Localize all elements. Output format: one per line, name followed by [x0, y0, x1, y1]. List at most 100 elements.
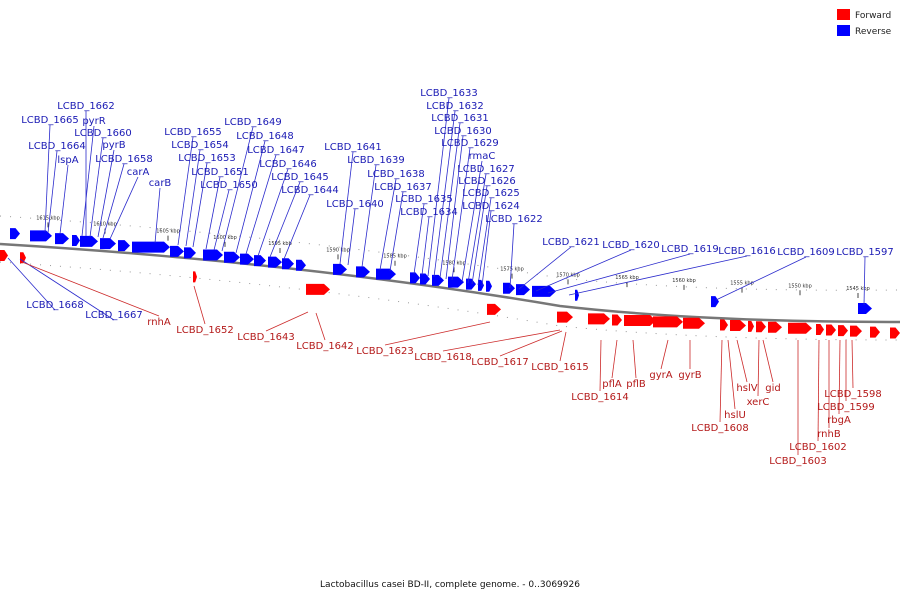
gene-leader-line [154, 187, 161, 244]
gene-label-lcbd-1609: LCBD_1609 [777, 247, 835, 258]
gene-leader-line [559, 331, 567, 362]
gene-arrow [376, 268, 396, 280]
scale-tick: 1570 kbp [556, 272, 580, 285]
gene-label-lcbd-1598: LCBD_1598 [824, 389, 882, 400]
gene-leader-line [427, 97, 450, 277]
gene-label-lcbd-1616: LCBD_1616 [718, 246, 776, 257]
gene-label-rbga: rbgA [827, 415, 851, 426]
gene-label-lcbd-1623: LCBD_1623 [356, 346, 414, 357]
gene-leader-line [611, 339, 618, 379]
gene-label-lcbd-1620: LCBD_1620 [602, 240, 660, 251]
gene-arrow [683, 317, 705, 329]
gene-arrow [768, 321, 782, 333]
gene-leader-line [283, 194, 311, 260]
gene-arrow [487, 303, 501, 315]
gene-label-lcbd-1648: LCBD_1648 [236, 131, 294, 142]
gene-arrow [10, 228, 20, 240]
gene-label-lcbd-1652: LCBD_1652 [176, 325, 234, 336]
gene-arrow [55, 233, 69, 245]
gene-leader-line [451, 147, 471, 281]
gene-leader-line [851, 339, 854, 389]
gene-leader-line [59, 164, 69, 235]
gene-leader-line [265, 311, 309, 332]
gene-leader-line [727, 339, 736, 410]
gene-arrow [730, 320, 746, 331]
gene-label-lcbd-1654: LCBD_1654 [171, 140, 229, 151]
scale-tick-label: 1615 kbp [36, 215, 60, 221]
scale-tick: 1600 kbp [213, 235, 237, 247]
gene-arrow [224, 251, 240, 263]
scale-tick: 1615 kbp [36, 215, 60, 228]
gene-label-lcbd-1621: LCBD_1621 [542, 237, 600, 248]
gene-label-gyrb: gyrB [678, 370, 701, 381]
gene-label-hslv: hslV [736, 383, 757, 394]
legend-reverse-swatch [837, 25, 850, 36]
gene-leader-line [193, 285, 206, 325]
gene-label-lcbd-1639: LCBD_1639 [347, 155, 405, 166]
gene-arrow [80, 235, 98, 247]
genome-caption: Lactobacillus casei BD-II, complete geno… [320, 580, 580, 590]
gene-arrow [203, 249, 223, 261]
gene-label-lcbd-1645: LCBD_1645 [271, 172, 329, 183]
gene-arrow [850, 325, 862, 337]
gene-arrow [0, 250, 8, 261]
gene-leader-line [445, 135, 464, 280]
gene-label-lcbd-1626: LCBD_1626 [458, 176, 516, 187]
gene-leader-line [715, 256, 807, 301]
scale-tick: 1585 kbp [383, 254, 407, 266]
gene-arrow [816, 324, 824, 336]
gene-arrow [333, 263, 347, 275]
gene-arrow [132, 241, 170, 253]
gene-leader-line [762, 339, 774, 383]
gene-arrow [448, 276, 464, 288]
gene-label-lcbd-1615: LCBD_1615 [531, 362, 589, 373]
gene-leader-line [568, 255, 748, 296]
gene-label-rnha: rnhA [147, 317, 171, 328]
scale-tick: 1605 kbp [156, 229, 180, 241]
gene-arrow [653, 316, 683, 328]
scale-tick-label: 1545 kbp [846, 286, 870, 292]
gene-arrow [711, 296, 719, 308]
gene-leader-line [339, 151, 354, 265]
gene-leader-line [361, 164, 377, 268]
gene-arrow [410, 272, 420, 284]
gene-leader-line [719, 339, 723, 423]
gene-arrow [296, 259, 306, 271]
gene-label-rnhb: rnhB [817, 429, 841, 440]
gene-label-lcbd-1665: LCBD_1665 [21, 115, 79, 126]
gene-label-lcbd-1640: LCBD_1640 [326, 199, 384, 210]
scale-tick-label: 1570 kbp [556, 272, 580, 278]
gene-leader-line [44, 124, 51, 233]
gene-arrow [838, 325, 848, 337]
scale-tick-label: 1550 kbp [788, 283, 812, 289]
legend-forward-label: Forward [855, 11, 891, 21]
gene-label-lcbd-1647: LCBD_1647 [247, 145, 305, 156]
gene-leader-line [535, 249, 632, 292]
gene-leader-line [632, 339, 637, 379]
gene-label-lcbd-1660: LCBD_1660 [74, 128, 132, 139]
gene-label-lcbd-1635: LCBD_1635 [395, 194, 453, 205]
gene-arrow [890, 327, 900, 339]
gene-arrow [575, 289, 579, 301]
scale-tick-label: 1605 kbp [156, 229, 180, 235]
gene-label-lcbd-1644: LCBD_1644 [281, 185, 339, 196]
gene-arrow [516, 284, 530, 296]
gene-arrow [503, 282, 515, 294]
gene-arrow [72, 234, 80, 246]
gene-label-lcbd-1634: LCBD_1634 [400, 207, 458, 218]
gene-label-lcbd-1641: LCBD_1641 [324, 142, 382, 153]
gene-arrow [170, 245, 184, 257]
gene-arrow [184, 247, 196, 259]
gene-leader-line [433, 110, 456, 278]
gene-label-pflb: pflB [626, 379, 646, 390]
scale-tick: 1565 kbp [615, 275, 639, 288]
gene-label-lcbd-1662: LCBD_1662 [57, 101, 115, 112]
gene-label-lcbd-1650: LCBD_1650 [200, 180, 258, 191]
gene-label-lcbd-1614: LCBD_1614 [571, 392, 629, 403]
gene-arrow [193, 271, 197, 283]
gene-leader-line [838, 339, 841, 415]
gene-leader-line [413, 203, 425, 275]
gene-leader-line [97, 149, 115, 238]
gene-label-lcbd-1619: LCBD_1619 [661, 244, 719, 255]
